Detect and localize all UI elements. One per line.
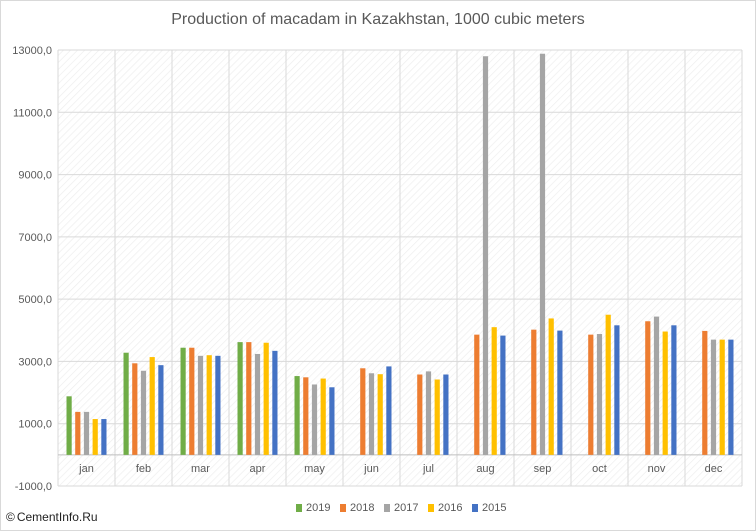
bar-2016-may — [320, 378, 326, 455]
bar-2016-oct — [605, 314, 611, 455]
legend-label-2017: 2017 — [394, 502, 418, 514]
x-axis-ticks: jan feb mar apr may jun jul aug sep oct nov dec — [78, 463, 723, 475]
y-tick-label: 1000,0 — [18, 419, 52, 431]
bar-2016-aug — [491, 327, 497, 455]
y-tick-label: 9000,0 — [18, 170, 52, 182]
legend-swatch-2015 — [472, 504, 478, 512]
y-tick-label: 11000,0 — [13, 107, 52, 119]
bar-2015-dec — [728, 339, 734, 455]
x-tick-label: feb — [136, 463, 151, 475]
x-tick-label: jul — [422, 463, 434, 475]
bar-2018-mar — [189, 347, 195, 455]
x-tick-label: dec — [705, 463, 723, 475]
bar-2017-aug — [482, 56, 489, 455]
bar-2017-nov — [653, 316, 660, 455]
bar-2019-jan — [66, 396, 72, 455]
bar-2017-dec — [710, 339, 717, 455]
bar-2019-apr — [237, 342, 243, 455]
bar-2015-aug — [500, 335, 506, 455]
bar-2018-jun — [360, 368, 366, 455]
bar-2016-mar — [206, 355, 212, 455]
bar-2017-jun — [368, 373, 375, 455]
bar-2015-may — [329, 387, 335, 455]
bar-2016-jan — [92, 419, 98, 455]
bar-2017-mar — [197, 355, 204, 455]
bar-2017-sep — [539, 53, 546, 455]
legend-label-2018: 2018 — [350, 502, 374, 514]
legend-swatch-2016 — [428, 504, 434, 512]
copyright-icon: © — [6, 510, 15, 524]
x-tick-label: apr — [250, 463, 266, 475]
chart-title: Production of macadam in Kazakhstan, 100… — [171, 11, 585, 28]
bar-layer — [66, 53, 734, 455]
bar-2015-jul — [443, 374, 449, 455]
legend-label-2016: 2016 — [438, 502, 462, 514]
bar-2018-nov — [645, 321, 651, 455]
bar-2015-oct — [614, 325, 620, 455]
bar-2015-feb — [158, 365, 164, 455]
bar-2015-jun — [386, 366, 392, 455]
y-tick-label: 13000,0 — [12, 45, 52, 57]
x-tick-label: mar — [191, 463, 210, 475]
bar-2016-nov — [662, 331, 668, 455]
bar-2017-oct — [596, 334, 603, 455]
bar-2016-dec — [719, 339, 725, 455]
y-axis-ticks: -1000,0 1000,0 3000,0 5000,0 7000,0 9000,0 110… — [12, 45, 52, 493]
bar-2018-oct — [588, 334, 594, 455]
bar-2018-jul — [417, 374, 423, 455]
x-tick-label: aug — [476, 463, 494, 475]
bar-2019-mar — [180, 347, 186, 455]
bar-2017-jan — [83, 411, 90, 455]
watermark: © CementInfo.Ru — [6, 510, 98, 524]
bar-2017-may — [311, 384, 318, 455]
x-tick-label: may — [304, 463, 325, 475]
bar-2016-sep — [548, 318, 554, 455]
bar-2017-jul — [425, 371, 432, 455]
y-tick-label: -1000,0 — [15, 481, 52, 493]
bar-2016-jun — [377, 374, 383, 455]
legend-swatch-2017 — [384, 504, 390, 512]
bar-2018-apr — [246, 342, 252, 455]
bar-2018-dec — [702, 330, 708, 455]
bar-2015-mar — [215, 355, 221, 455]
legend-swatch-2019 — [296, 504, 302, 512]
x-tick-label: oct — [592, 463, 607, 475]
legend: 2019 2018 2017 2016 2015 — [296, 502, 506, 514]
bar-2016-feb — [149, 357, 155, 455]
bar-2018-sep — [531, 329, 537, 455]
x-tick-label: jan — [78, 463, 94, 475]
legend-label-2015: 2015 — [482, 502, 506, 514]
bar-2016-apr — [263, 342, 269, 455]
y-tick-label: 7000,0 — [18, 232, 52, 244]
bar-2018-jan — [75, 411, 81, 455]
watermark-text: CementInfo.Ru — [16, 510, 98, 524]
bar-2019-feb — [123, 352, 129, 455]
bar-2018-aug — [474, 334, 480, 455]
legend-swatch-2018 — [340, 504, 346, 512]
bar-2016-jul — [434, 379, 440, 455]
bar-2019-may — [294, 376, 300, 455]
bar-2017-apr — [254, 353, 261, 455]
x-tick-label: jun — [363, 463, 379, 475]
x-tick-label: sep — [534, 463, 552, 475]
x-tick-label: nov — [648, 463, 666, 475]
bar-2015-jan — [101, 419, 107, 455]
bar-2015-nov — [671, 325, 677, 455]
bar-2015-sep — [557, 330, 563, 455]
legend-label-2019: 2019 — [306, 502, 330, 514]
bar-2015-apr — [272, 350, 278, 455]
bar-2017-feb — [140, 370, 147, 455]
bar-2018-feb — [132, 363, 138, 455]
y-tick-label: 3000,0 — [18, 356, 52, 368]
bar-2018-may — [303, 377, 309, 455]
y-tick-label: 5000,0 — [18, 294, 52, 306]
grid-layer — [57, 49, 743, 487]
